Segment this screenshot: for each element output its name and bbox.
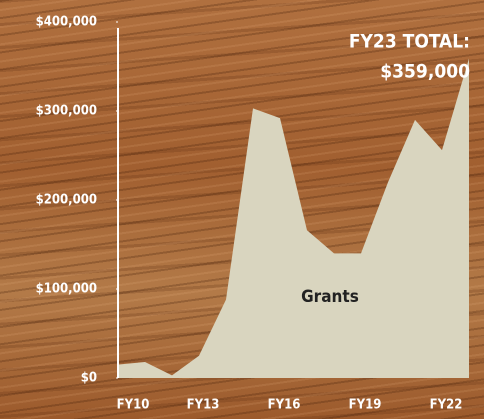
- x-tick-label: FY13: [187, 398, 220, 413]
- y-tick-label: $200,000: [36, 193, 97, 208]
- y-tick-label: $400,000: [36, 15, 97, 30]
- y-tick-label: $0: [81, 371, 97, 386]
- y-tick-label: $100,000: [36, 282, 97, 297]
- y-tick-label: $300,000: [36, 104, 97, 119]
- area: [118, 58, 469, 379]
- x-tick-label: FY10: [117, 398, 150, 413]
- x-tick-label: FY19: [349, 398, 382, 413]
- annotation: FY23 TOTAL:: [349, 31, 470, 53]
- x-tick-label: FY16: [268, 398, 301, 413]
- x-tick-label: FY22: [430, 398, 463, 413]
- value-label: $359,000: [380, 61, 470, 83]
- series-label: Grants: [301, 287, 359, 307]
